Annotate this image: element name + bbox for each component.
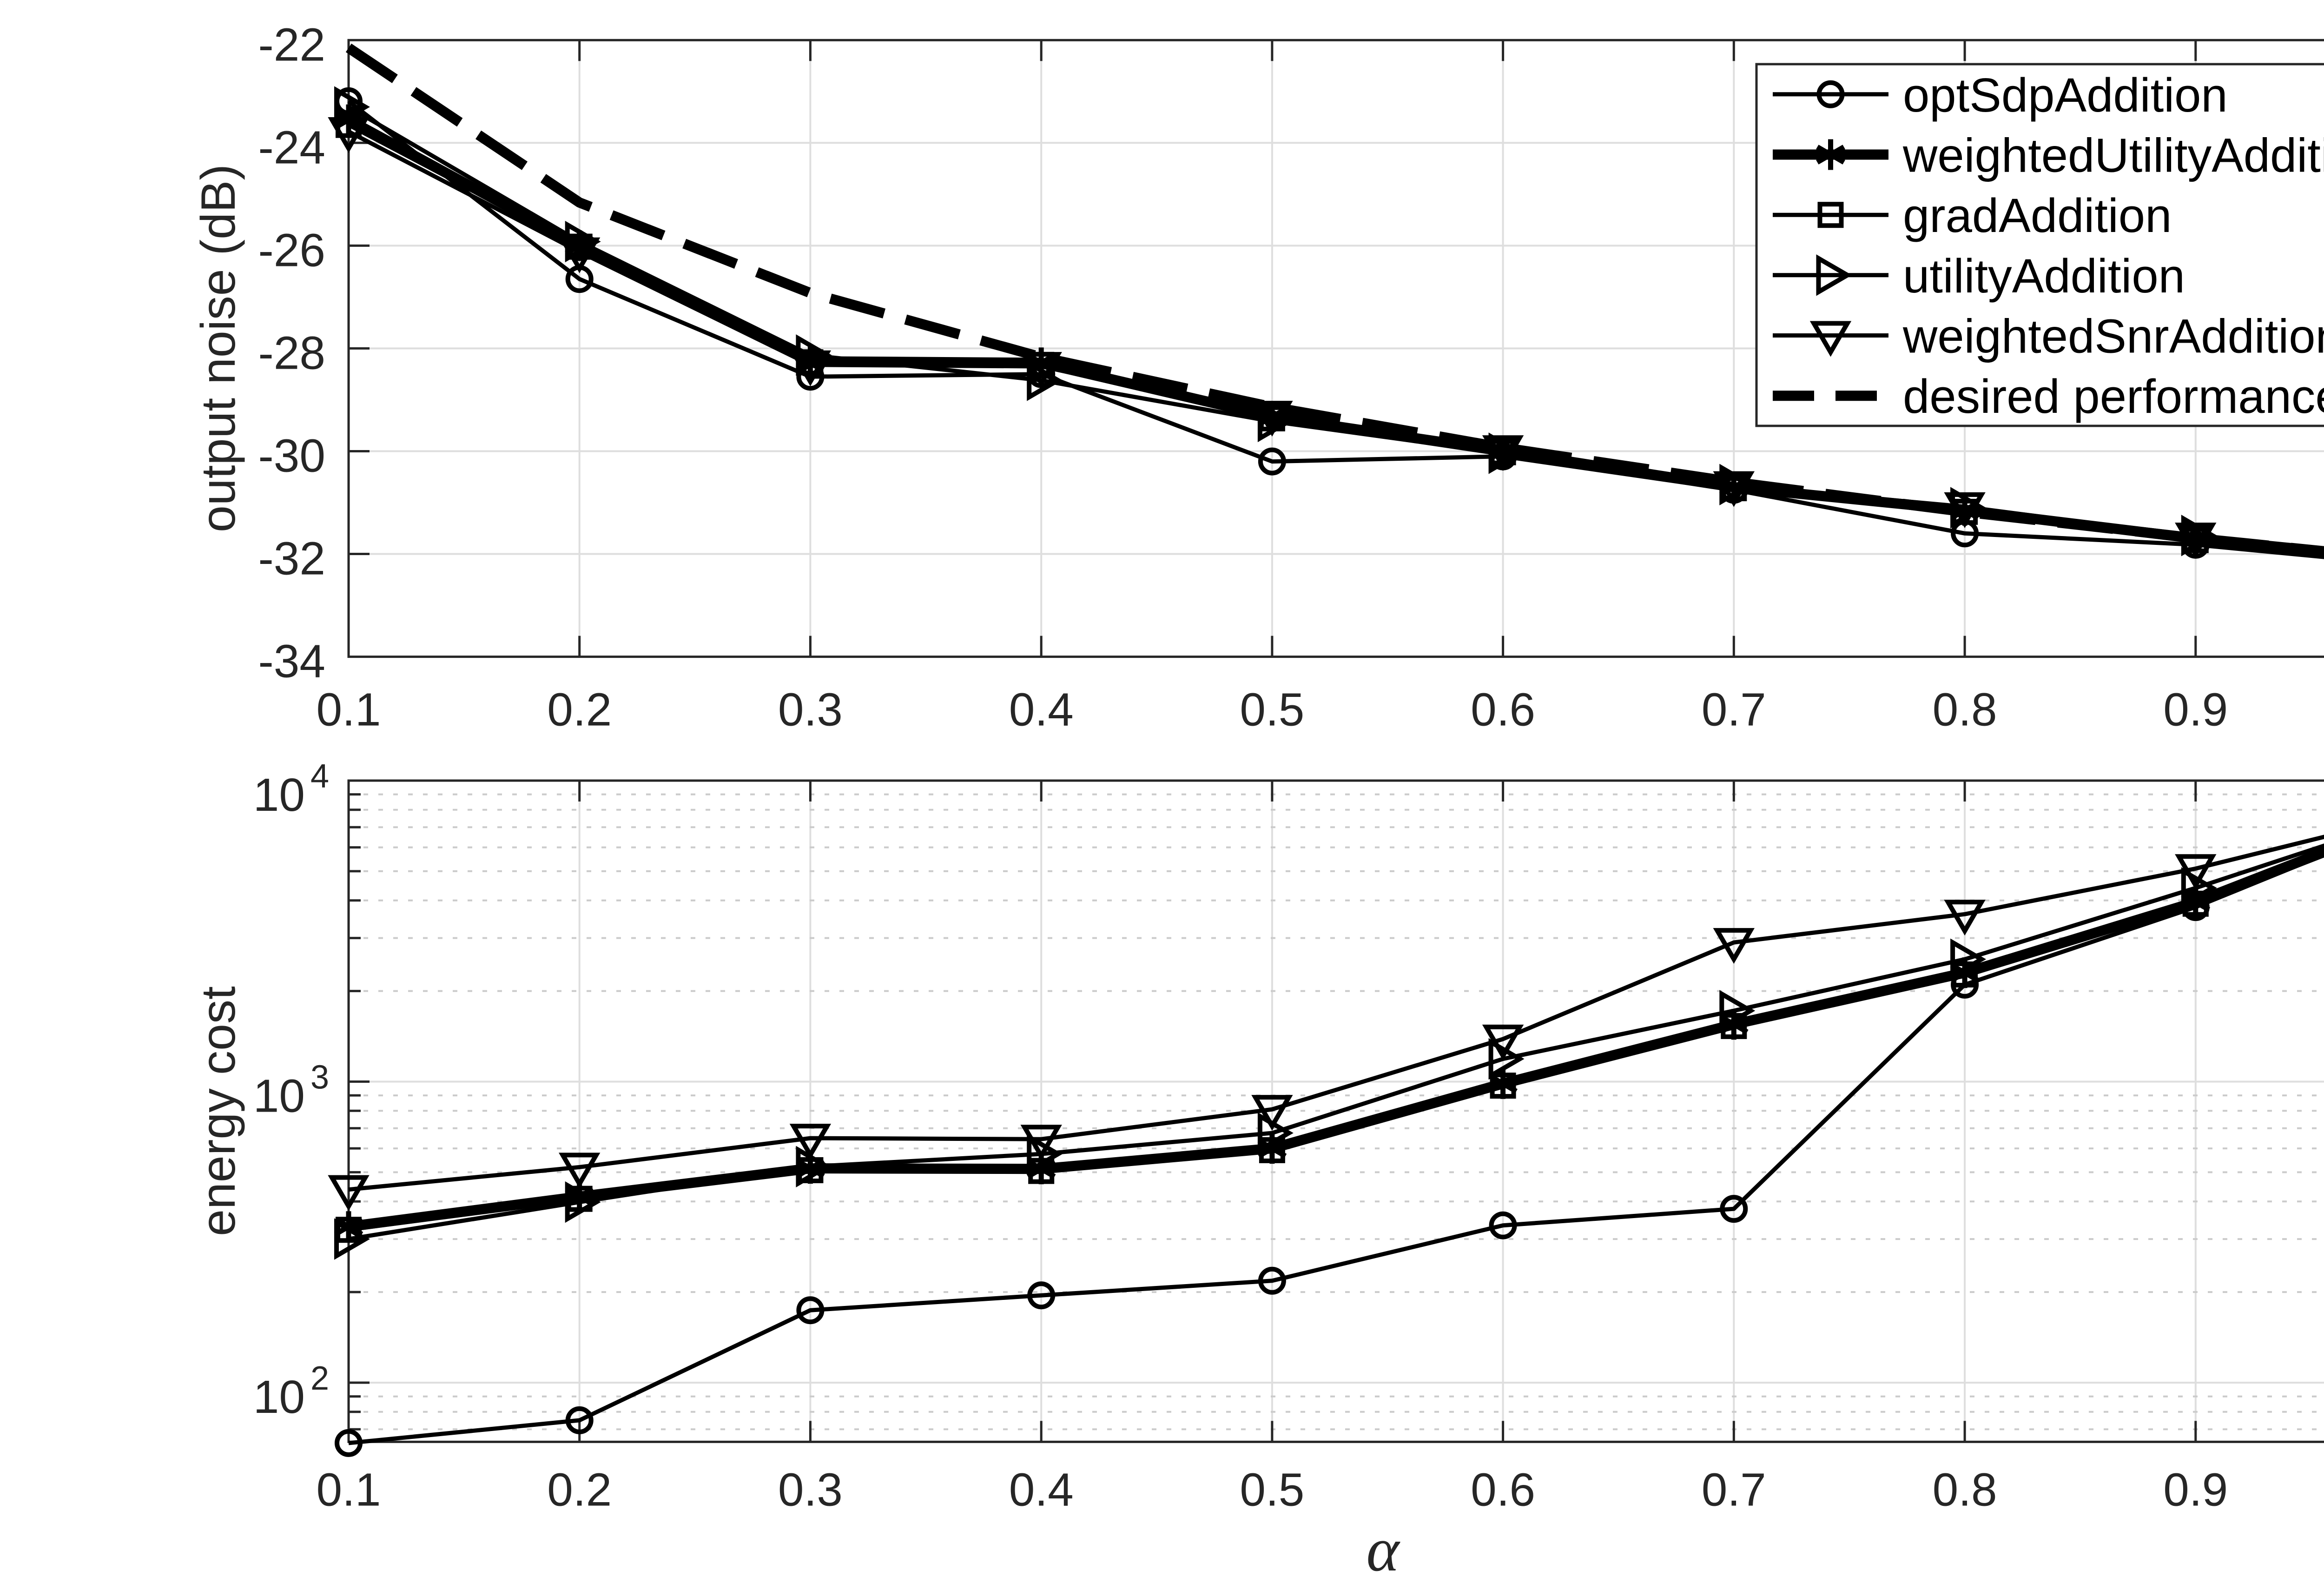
svg-text:0.2: 0.2 [547, 1464, 612, 1516]
svg-text:0.6: 0.6 [1471, 1464, 1535, 1516]
svg-text:2: 2 [310, 1360, 329, 1397]
svg-text:weightedUtilityAddition: weightedUtilityAddition [1902, 129, 2324, 182]
svg-text:weightedSnrAddition: weightedSnrAddition [1902, 310, 2324, 363]
svg-text:0.1: 0.1 [316, 684, 381, 736]
svg-text:0.7: 0.7 [1702, 684, 1766, 736]
svg-text:-26: -26 [258, 224, 325, 276]
svg-text:0.7: 0.7 [1702, 1464, 1766, 1516]
svg-text:-28: -28 [258, 327, 325, 379]
svg-text:utilityAddition: utilityAddition [1903, 249, 2185, 303]
svg-text:0.9: 0.9 [2163, 1464, 2228, 1516]
svg-text:4: 4 [310, 758, 329, 795]
svg-text:0.5: 0.5 [1240, 1464, 1304, 1516]
svg-text:0.3: 0.3 [778, 1464, 843, 1516]
svg-text:0.6: 0.6 [1471, 684, 1535, 736]
svg-text:3: 3 [310, 1059, 329, 1096]
svg-text:10: 10 [253, 1371, 305, 1423]
svg-text:energy cost: energy cost [191, 986, 245, 1236]
svg-text:-30: -30 [258, 430, 325, 482]
svg-text:-32: -32 [258, 533, 325, 585]
svg-text:0.1: 0.1 [316, 1464, 381, 1516]
svg-text:0.8: 0.8 [1933, 684, 1997, 736]
svg-text:0.3: 0.3 [778, 684, 843, 736]
svg-text:0.8: 0.8 [1933, 1464, 1997, 1516]
svg-text:0.9: 0.9 [2163, 684, 2228, 736]
svg-text:0.2: 0.2 [547, 684, 612, 736]
svg-text:optSdpAddition: optSdpAddition [1903, 68, 2228, 122]
svg-text:0.4: 0.4 [1009, 684, 1074, 736]
svg-text:0.5: 0.5 [1240, 684, 1304, 736]
svg-text:0.4: 0.4 [1009, 1464, 1074, 1516]
svg-text:α: α [1367, 1515, 1401, 1577]
svg-text:gradAddition: gradAddition [1903, 189, 2172, 242]
svg-text:-34: -34 [258, 636, 325, 688]
svg-text:10: 10 [253, 1070, 305, 1122]
svg-text:-22: -22 [258, 19, 325, 71]
svg-text:desired performance: desired performance [1903, 370, 2324, 423]
svg-text:-24: -24 [258, 121, 325, 173]
svg-text:output noise (dB): output noise (dB) [191, 164, 245, 532]
svg-text:10: 10 [253, 769, 305, 821]
